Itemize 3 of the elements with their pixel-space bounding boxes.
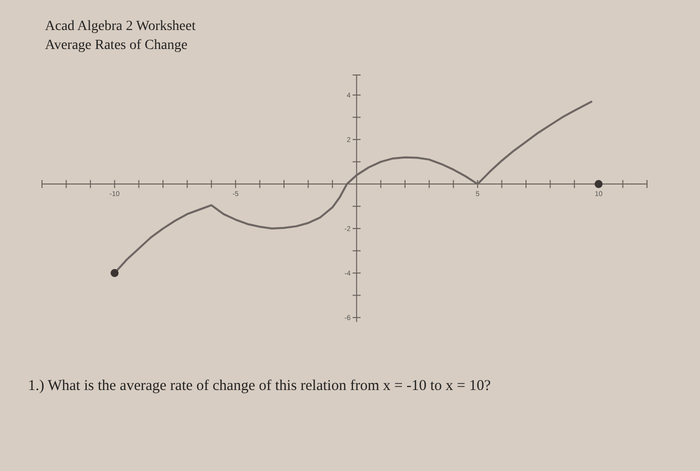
text: 1.) What is the average rate of change of this relation from x = -10 to x = 10? xyxy=(28,378,492,394)
chart-subtitle: Average Rates of Change xyxy=(45,38,188,53)
chart-title: Acad Algebra 2 Worksheet xyxy=(45,19,196,34)
